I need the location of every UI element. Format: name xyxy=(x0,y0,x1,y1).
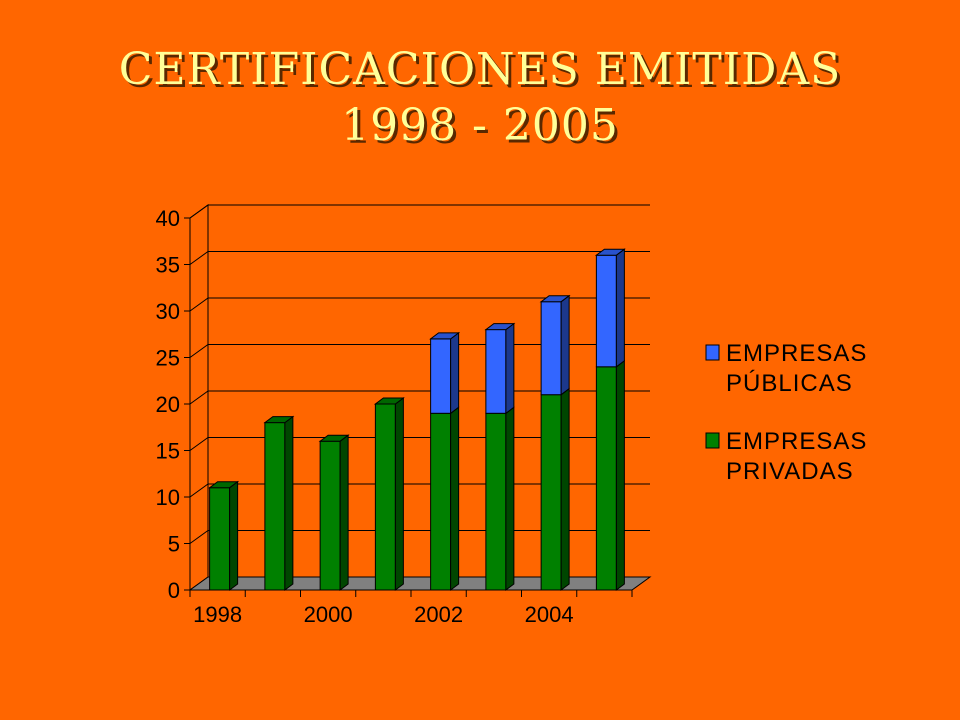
bar-side-face xyxy=(450,331,460,415)
slide-subtitle: 1998 - 2005 xyxy=(341,100,619,151)
bar-stack-2003 xyxy=(484,322,516,591)
y-tick-label: 40 xyxy=(156,206,180,231)
bar-stack-1999 xyxy=(263,415,295,591)
bar-side-face xyxy=(560,294,570,396)
bar-empresas-privadas-2002 xyxy=(430,412,452,591)
chart-bars xyxy=(208,248,626,591)
bar-side-face xyxy=(394,397,404,591)
legend-label: EMPRESAS xyxy=(726,428,867,455)
chart-floor-plane xyxy=(188,576,652,591)
legend-swatch xyxy=(705,432,720,449)
bar-stack-1998 xyxy=(208,480,240,591)
bar-top-face xyxy=(318,434,350,442)
y-tick-label: 10 xyxy=(156,485,180,510)
x-tick-label: 2002 xyxy=(414,602,463,627)
bar-side-face xyxy=(229,480,239,591)
chart-legend: EMPRESAS PÚBLICAS EMPRESAS PRIVADAS xyxy=(705,340,867,485)
bar-stack-2002 xyxy=(429,331,461,591)
bar-empresas-privadas-2004 xyxy=(540,394,562,591)
gridline xyxy=(189,390,650,405)
legend-swatch xyxy=(705,344,720,361)
bar-stack-2005 xyxy=(594,248,626,591)
y-tick-label: 25 xyxy=(156,346,180,371)
y-tick-label: 20 xyxy=(156,392,180,417)
bar-side-face xyxy=(450,406,460,591)
bar-empresas-p-blicas-2004 xyxy=(540,301,562,396)
x-tick-label: 2004 xyxy=(525,602,574,627)
y-axis-tick-labels: 0 5 10 15 20 25 30 35 40 xyxy=(156,206,180,603)
bar-empresas-p-blicas-2005 xyxy=(595,254,617,368)
y-tick-label: 30 xyxy=(156,299,180,324)
bar-side-face xyxy=(339,434,349,591)
y-tick-label: 15 xyxy=(156,439,180,464)
bar-side-face xyxy=(615,248,625,368)
bar-side-face xyxy=(284,415,294,591)
x-tick-label: 2000 xyxy=(304,602,353,627)
bar-empresas-p-blicas-2003 xyxy=(485,329,507,414)
legend-label: EMPRESAS xyxy=(726,340,867,367)
bar-side-face xyxy=(560,387,570,591)
bar-top-face xyxy=(484,323,516,331)
bar-stack-2001 xyxy=(373,397,405,591)
bar-top-face xyxy=(263,416,295,424)
y-tick-label: 35 xyxy=(156,253,180,278)
gridline xyxy=(189,297,650,312)
bar-top-face xyxy=(539,295,571,303)
gridline xyxy=(189,483,650,498)
x-tick-label: 1998 xyxy=(193,602,242,627)
chart-gridlines xyxy=(189,204,650,544)
bar-side-face xyxy=(505,322,515,415)
slide-title: CERTIFICACIONES EMITIDAS xyxy=(118,44,842,95)
bar-top-face xyxy=(429,332,461,340)
chart-floor xyxy=(188,576,652,591)
bar-empresas-privadas-2005 xyxy=(595,366,617,591)
gridline xyxy=(189,344,650,358)
gridline xyxy=(189,437,650,451)
bar-empresas-privadas-2001 xyxy=(374,403,396,591)
y-tick-label: 5 xyxy=(168,532,180,557)
gridline xyxy=(189,204,650,219)
bar-empresas-privadas-1999 xyxy=(264,422,286,591)
bar-empresas-privadas-2000 xyxy=(319,440,341,591)
gridline xyxy=(189,530,650,544)
bar-top-face xyxy=(208,481,240,489)
gridline xyxy=(189,251,650,265)
x-axis-tick-labels: 1998 2000 2002 2004 xyxy=(193,602,573,627)
bar-empresas-p-blicas-2002 xyxy=(430,338,452,414)
legend-label: PRIVADAS xyxy=(726,458,854,485)
bar-empresas-privadas-2003 xyxy=(485,412,507,591)
bar-empresas-privadas-1998 xyxy=(209,487,231,591)
chart-axes xyxy=(184,217,633,597)
bar-side-face xyxy=(615,359,625,591)
y-tick-label: 0 xyxy=(168,578,180,603)
bar-side-face xyxy=(505,406,515,591)
bar-top-face xyxy=(594,248,626,256)
bar-top-face xyxy=(373,397,405,405)
bar-stack-2000 xyxy=(318,434,350,591)
bar-stack-2004 xyxy=(539,294,571,591)
legend-label: PÚBLICAS xyxy=(726,370,853,397)
